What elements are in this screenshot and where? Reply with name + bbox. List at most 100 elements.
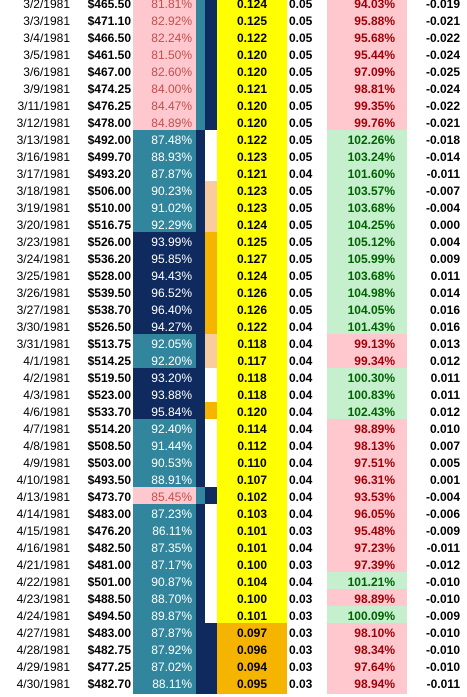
percent-of-high-cell[interactable]: 86.11% [133, 521, 196, 541]
delta-cell[interactable]: -0.010 [425, 575, 460, 589]
ratio-cell[interactable]: 0.124 [217, 266, 287, 286]
date-cell[interactable]: 3/9/1981 [23, 82, 70, 96]
rate-cell[interactable]: 0.05 [289, 133, 313, 147]
band-cell-1[interactable] [196, 385, 205, 405]
price-cell[interactable]: $526.00 [87, 235, 131, 249]
percent-of-high-cell[interactable]: 94.43% [133, 266, 196, 286]
rate-cell[interactable]: 0.03 [289, 643, 313, 657]
band-cell-2[interactable] [205, 385, 217, 405]
rate-cell[interactable]: 0.04 [289, 354, 313, 368]
percent-of-average-cell[interactable]: 100.30% [327, 368, 407, 388]
percent-of-average-cell[interactable]: 103.24% [327, 147, 407, 167]
band-cell-2[interactable] [205, 215, 217, 235]
band-cell-2[interactable] [205, 419, 217, 439]
percent-of-average-cell[interactable]: 99.13% [327, 334, 407, 354]
date-cell[interactable]: 3/12/1981 [16, 116, 70, 130]
band-cell-2[interactable] [205, 674, 217, 694]
delta-cell[interactable]: -0.007 [425, 184, 460, 198]
band-cell-1[interactable] [196, 28, 205, 48]
rate-cell[interactable]: 0.05 [289, 201, 313, 215]
percent-of-average-cell[interactable]: 104.05% [327, 300, 407, 320]
rate-cell[interactable]: 0.04 [289, 422, 313, 436]
date-cell[interactable]: 4/29/1981 [16, 660, 70, 674]
rate-cell[interactable]: 0.03 [289, 592, 313, 606]
percent-of-high-cell[interactable]: 88.70% [133, 589, 196, 609]
percent-of-average-cell[interactable]: 93.53% [327, 487, 407, 507]
percent-of-high-cell[interactable]: 81.81% [133, 0, 196, 14]
price-cell[interactable]: $523.00 [87, 388, 131, 402]
date-cell[interactable]: 4/7/1981 [23, 422, 70, 436]
band-cell-2[interactable] [205, 28, 217, 48]
price-cell[interactable]: $482.75 [87, 643, 131, 657]
ratio-cell[interactable]: 0.118 [217, 334, 287, 354]
percent-of-high-cell[interactable]: 87.17% [133, 555, 196, 575]
price-cell[interactable]: $461.50 [87, 48, 131, 62]
percent-of-high-cell[interactable]: 88.93% [133, 147, 196, 167]
rate-cell[interactable]: 0.03 [289, 660, 313, 674]
price-cell[interactable]: $538.70 [87, 303, 131, 317]
delta-cell[interactable]: 0.000 [429, 218, 460, 232]
band-cell-2[interactable] [205, 470, 217, 490]
rate-cell[interactable]: 0.04 [289, 167, 313, 181]
delta-cell[interactable]: -0.021 [425, 14, 460, 28]
percent-of-average-cell[interactable]: 99.34% [327, 351, 407, 371]
band-cell-1[interactable] [196, 657, 205, 677]
band-cell-2[interactable] [205, 0, 217, 14]
rate-cell[interactable]: 0.04 [289, 371, 313, 385]
price-cell[interactable]: $483.00 [87, 626, 131, 640]
delta-cell[interactable]: -0.024 [425, 82, 460, 96]
date-cell[interactable]: 3/13/1981 [16, 133, 70, 147]
delta-cell[interactable]: -0.012 [425, 558, 460, 572]
ratio-cell[interactable]: 0.112 [217, 436, 287, 456]
percent-of-high-cell[interactable]: 87.02% [133, 657, 196, 677]
price-cell[interactable]: $492.00 [87, 133, 131, 147]
price-cell[interactable]: $533.70 [87, 405, 131, 419]
band-cell-1[interactable] [196, 504, 205, 524]
percent-of-high-cell[interactable]: 91.02% [133, 198, 196, 218]
band-cell-1[interactable] [196, 215, 205, 235]
delta-cell[interactable]: 0.004 [429, 235, 460, 249]
rate-cell[interactable]: 0.04 [289, 388, 313, 402]
band-cell-1[interactable] [196, 538, 205, 558]
delta-cell[interactable]: 0.001 [429, 473, 460, 487]
delta-cell[interactable]: 0.016 [429, 320, 460, 334]
price-cell[interactable]: $513.75 [87, 337, 131, 351]
percent-of-average-cell[interactable]: 104.25% [327, 215, 407, 235]
percent-of-high-cell[interactable]: 84.47% [133, 96, 196, 116]
delta-cell[interactable]: -0.011 [426, 167, 460, 181]
ratio-cell[interactable]: 0.122 [217, 130, 287, 150]
ratio-cell[interactable]: 0.100 [217, 555, 287, 575]
date-cell[interactable]: 4/28/1981 [16, 643, 70, 657]
rate-cell[interactable]: 0.04 [289, 405, 313, 419]
percent-of-high-cell[interactable]: 81.50% [133, 45, 196, 65]
percent-of-average-cell[interactable]: 97.09% [327, 62, 407, 82]
band-cell-1[interactable] [196, 198, 205, 218]
band-cell-2[interactable] [205, 606, 217, 626]
band-cell-2[interactable] [205, 147, 217, 167]
band-cell-1[interactable] [196, 351, 205, 371]
percent-of-average-cell[interactable]: 94.03% [327, 0, 407, 14]
delta-cell[interactable]: 0.010 [429, 422, 460, 436]
price-cell[interactable]: $516.75 [87, 218, 131, 232]
percent-of-average-cell[interactable]: 95.44% [327, 45, 407, 65]
delta-cell[interactable]: -0.024 [425, 48, 460, 62]
band-cell-1[interactable] [196, 45, 205, 65]
ratio-cell[interactable]: 0.122 [217, 28, 287, 48]
rate-cell[interactable]: 0.05 [289, 116, 313, 130]
date-cell[interactable]: 3/20/1981 [16, 218, 70, 232]
band-cell-1[interactable] [196, 368, 205, 388]
price-cell[interactable]: $483.00 [87, 507, 131, 521]
rate-cell[interactable]: 0.05 [289, 269, 313, 283]
rate-cell[interactable]: 0.05 [289, 218, 313, 232]
band-cell-1[interactable] [196, 62, 205, 82]
percent-of-high-cell[interactable]: 91.44% [133, 436, 196, 456]
percent-of-average-cell[interactable]: 97.64% [327, 657, 407, 677]
rate-cell[interactable]: 0.04 [289, 456, 313, 470]
ratio-cell[interactable]: 0.095 [217, 674, 287, 694]
rate-cell[interactable]: 0.05 [289, 65, 313, 79]
percent-of-high-cell[interactable]: 94.27% [133, 317, 196, 337]
percent-of-high-cell[interactable]: 82.92% [133, 11, 196, 31]
ratio-cell[interactable]: 0.110 [217, 453, 287, 473]
delta-cell[interactable]: -0.004 [425, 201, 460, 215]
delta-cell[interactable]: -0.021 [425, 116, 460, 130]
